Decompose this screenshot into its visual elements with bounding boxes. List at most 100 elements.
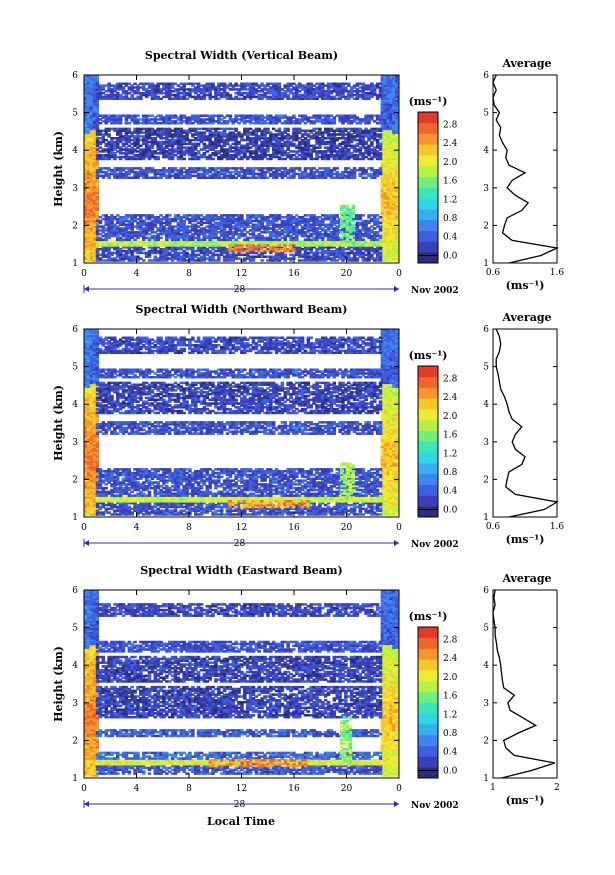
heatmap-cell (386, 127, 390, 131)
heatmap-cell (380, 129, 385, 132)
heatmap-cell (397, 223, 399, 226)
heatmap-cell (118, 223, 123, 226)
heatmap-cell (352, 172, 357, 176)
heatmap-cell (383, 253, 387, 257)
heatmap-cell (199, 221, 204, 225)
heatmap-cell (214, 227, 218, 230)
heatmap-cell (185, 246, 189, 249)
heatmap-cell (228, 221, 233, 225)
heatmap-cell (254, 153, 259, 157)
heatmap-cell (199, 138, 204, 142)
heatmap-cell (260, 223, 264, 226)
heatmap-cell (378, 133, 383, 136)
heatmap-cell (380, 86, 385, 89)
heatmap-cell (303, 238, 308, 242)
heatmap-cell (318, 155, 322, 159)
heatmap-cell (168, 144, 172, 148)
heatmap-cell (104, 170, 108, 174)
heatmap-cell (110, 229, 114, 232)
heatmap-cell (375, 255, 380, 258)
heatmap-cell (176, 238, 181, 242)
heatmap-cell (397, 125, 399, 129)
heatmap-cell (150, 170, 155, 174)
heatmap-cell (352, 251, 357, 255)
heatmap-cell (107, 174, 111, 178)
heatmap-cell (147, 259, 152, 262)
heatmap-cell (162, 155, 166, 159)
heatmap-cell (95, 165, 100, 168)
heatmap-cell (335, 157, 339, 161)
heatmap-cell (104, 227, 108, 230)
heatmap-cell (245, 242, 250, 245)
heatmap-cell (113, 144, 117, 148)
heatmap-cell (168, 174, 172, 178)
heatmap-cell (349, 146, 354, 149)
heatmap-cell (306, 148, 311, 151)
heatmap-cell (383, 84, 387, 87)
heatmap-cell (352, 255, 357, 258)
heatmap-cell (306, 247, 311, 251)
heatmap-cell (306, 234, 311, 238)
heatmap-cell (332, 176, 337, 179)
heatmap-cell (150, 142, 155, 146)
heatmap-cell (208, 176, 212, 179)
heatmap-cell (383, 236, 387, 240)
heatmap-cell (92, 105, 97, 108)
heatmap-cell (113, 231, 117, 234)
heatmap-cell (389, 225, 393, 228)
heatmap-cell (335, 247, 339, 251)
heatmap-cell (84, 152, 88, 155)
heatmap-cell (257, 234, 261, 238)
heatmap-cell (144, 216, 149, 219)
heatmap-cell (219, 170, 224, 174)
heatmap-cell (95, 146, 100, 149)
heatmap-cell (263, 155, 267, 159)
heatmap-cell (352, 257, 357, 260)
heatmap-cell (231, 170, 236, 174)
heatmap-cell (300, 240, 305, 243)
heatmap-cell (168, 219, 172, 223)
heatmap-cell (344, 144, 348, 148)
heatmap-cell (347, 140, 351, 144)
heatmap-cell (136, 251, 140, 255)
heatmap-cell (335, 238, 339, 242)
heatmap-cell (136, 127, 140, 131)
heatmap-cell (92, 189, 97, 193)
heatmap-cell (89, 93, 94, 97)
heatmap-cell (280, 172, 285, 176)
heatmap-cell (165, 176, 169, 179)
heatmap-cell (107, 242, 111, 245)
heatmap-cell (254, 251, 259, 255)
heatmap-cell (397, 231, 399, 234)
heatmap-cell (380, 135, 385, 138)
heatmap-cell (92, 219, 97, 223)
heatmap-cell (251, 227, 256, 230)
heatmap-cell (159, 174, 163, 178)
heatmap-cell (199, 219, 204, 223)
heatmap-cell (222, 150, 227, 153)
heatmap-cell (191, 229, 195, 232)
heatmap-cell (397, 95, 399, 99)
heatmap-cell (306, 155, 311, 159)
heatmap-cell (389, 157, 393, 161)
heatmap-cell (214, 229, 218, 232)
heatmap-cell (383, 125, 387, 129)
heatmap-cell (110, 120, 114, 123)
heatmap-cell (165, 138, 169, 142)
heatmap-cell (248, 221, 253, 225)
heatmap-cell (352, 244, 357, 247)
heatmap-cell (217, 133, 221, 136)
heatmap-cell (392, 236, 396, 240)
heatmap-cell (130, 138, 134, 142)
heatmap-cell (300, 234, 305, 238)
heatmap-cell (364, 176, 368, 179)
heatmap-cell (89, 138, 94, 142)
heatmap-cell (321, 150, 325, 153)
heatmap-cell (240, 135, 244, 138)
heatmap-cell (392, 86, 396, 89)
heatmap-cell (118, 138, 123, 142)
heatmap-cell (375, 257, 380, 260)
heatmap-cell (260, 225, 264, 228)
heatmap-cell (208, 238, 212, 242)
